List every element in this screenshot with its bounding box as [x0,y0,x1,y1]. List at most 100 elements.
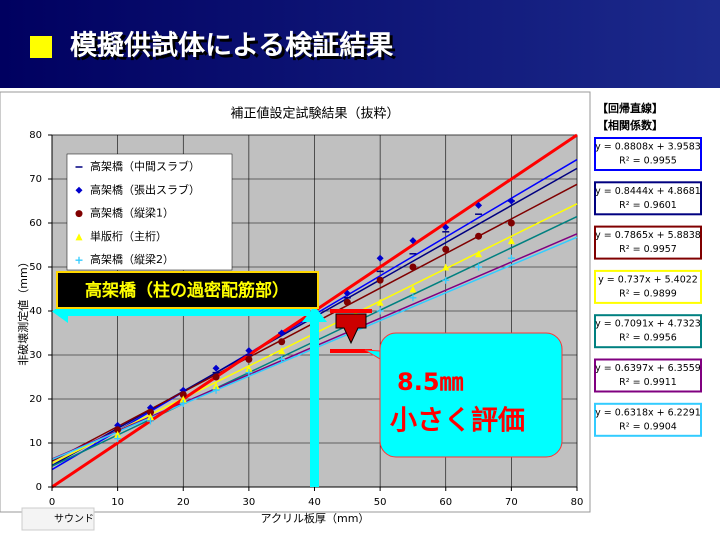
point [114,426,122,434]
point [212,373,220,381]
point [475,263,483,271]
fit-equation: y = 0.8444x + 4.8681 [595,186,701,197]
x-tick-label: 60 [439,497,452,508]
point [409,237,417,245]
footer-text: サウンド [54,513,94,525]
point [146,417,154,425]
point [245,355,253,363]
point [442,276,450,284]
fit-box [594,402,702,437]
legend-label: 高架橋（中間スラブ） [90,159,200,173]
fit-box [594,137,702,171]
y-axis-label: 非破壊測定値（mm） [16,256,30,365]
difference-box [379,332,563,458]
legend-marker [75,233,83,241]
legend: 高架橋（中間スラブ） 高架橋（張出スラブ） 高架橋（縦梁1） 単版桁（主桁） 高架橋（縦… [66,153,233,271]
x-tick-label: 0 [49,497,55,508]
x-tick-label: 40 [308,497,321,508]
point [475,201,483,209]
callout-text: 高架橋（柱の過密配筋部） [85,280,289,301]
point [179,395,187,403]
legend-box [66,153,233,271]
x-tick-label: 30 [243,497,256,508]
point [507,237,515,245]
fit-box [594,225,702,260]
point [212,382,220,390]
legend-label: 単版桁（主桁） [90,229,167,243]
point [212,364,220,372]
title-band [0,0,720,88]
chart-title: 補正値設定試験結果（抜粋） [230,106,399,122]
arrow-shaft [64,307,310,316]
point [376,276,384,284]
y-tick-label: 20 [29,394,42,405]
point [409,294,417,302]
fit-box [594,181,702,216]
x-tick-label: 50 [374,497,387,508]
callout-box [56,271,319,309]
arrow-shaft [310,318,319,487]
fit-r2: R² = 0.9904 [619,421,677,432]
point [212,386,220,394]
point [278,329,286,337]
point [442,245,450,253]
point [376,307,384,315]
fit-panel: 【回帰直線】 【相関係数】 y = 0.8808x + 3.9583 R² = 0… [594,101,702,437]
red-arrow [335,313,367,345]
fit-equation: y = 0.6397x + 6.3559 [595,363,701,374]
x-tick-label: 80 [571,497,584,508]
y-tick-label: 50 [29,262,42,273]
point [179,391,187,399]
y-tick-label: 80 [29,130,42,141]
fit-r2: R² = 0.9955 [619,156,677,167]
point [507,219,515,227]
fit-r2: R² = 0.9601 [619,200,677,211]
fit-r2: R² = 0.9957 [619,244,677,255]
point [409,285,417,293]
point [475,250,483,258]
x-axis-label: アクリル板厚（mm） [261,511,370,525]
legend-label: 高架橋（張出スラブ） [90,182,200,196]
point [114,430,122,438]
fit-equation: y = 0.8808x + 3.9583 [595,142,701,153]
fit-r2: R² = 0.9911 [619,377,677,388]
footer-logo [21,507,95,531]
fit-box [594,314,702,349]
difference-text: 8.5㎜ [397,368,464,396]
fit-box [594,269,702,304]
y-tick-label: 0 [36,482,42,493]
point [146,413,154,421]
x-tick-label: 10 [111,497,124,508]
point [278,338,286,346]
point [442,223,450,231]
x-tick-label: 20 [177,497,190,508]
x-tick-label: 70 [505,497,518,508]
fit-box [594,358,702,393]
point [376,298,384,306]
point [245,364,253,372]
point [179,399,187,407]
y-tick-label: 10 [29,438,42,449]
point [245,347,253,355]
fit-equation: y = 0.6318x + 6.2291 [595,407,701,418]
point [114,435,122,443]
point [278,355,286,363]
fit-r2: R² = 0.9899 [619,288,677,299]
arrow-head [302,306,327,322]
title-bullet [30,36,52,58]
point [475,232,483,240]
point [507,254,515,262]
y-tick-label: 40 [29,306,42,317]
point [442,263,450,271]
fit-r2: R² = 0.9956 [619,333,677,344]
legend-marker [75,256,83,264]
point [146,408,154,416]
fit-equation: y = 0.7091x + 4.7323 [595,319,701,330]
fit-equation: y = 0.7865x + 5.8838 [595,230,701,241]
slide-title: 模擬供試体による検証結果 [70,30,393,62]
point [278,347,286,355]
point [409,263,417,271]
fit-equation: y = 0.737x + 5.4022 [598,274,698,285]
fit-header: 【相関係数】 [597,118,663,132]
